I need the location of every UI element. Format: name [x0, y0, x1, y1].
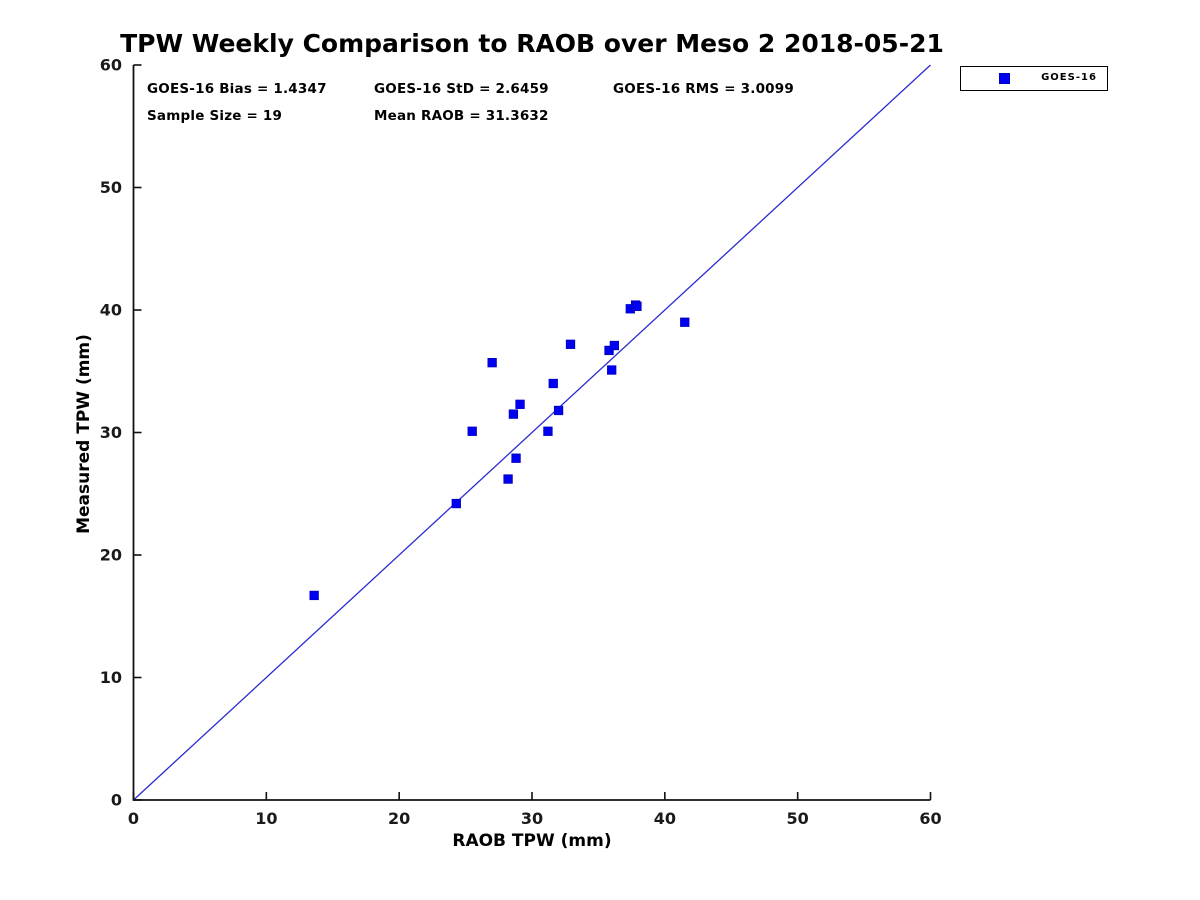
scatter-point: [309, 590, 319, 601]
scatter-point: [467, 426, 477, 436]
stat-rms: GOES-16 RMS = 3.0099: [613, 81, 794, 97]
y-tick-label: 10: [100, 668, 122, 687]
legend: GOES-16: [960, 66, 1108, 91]
y-tick-label: 40: [100, 301, 122, 320]
scatter-point: [515, 399, 525, 409]
stat-std: GOES-16 StD = 2.6459: [374, 81, 549, 97]
y-axis-label: Measured TPW (mm): [74, 334, 94, 534]
stat-mean-raob: Mean RAOB = 31.3632: [374, 108, 549, 124]
scatter-point: [511, 453, 521, 463]
x-tick-label: 20: [388, 809, 410, 828]
x-tick-label: 40: [654, 809, 676, 828]
scatter-point: [543, 426, 553, 436]
scatter-point: [609, 340, 620, 351]
stat-sample-size: Sample Size = 19: [147, 108, 283, 124]
x-tick-label: 10: [255, 809, 277, 828]
scatter-point: [565, 339, 576, 349]
scatter-point: [680, 317, 690, 327]
scatter-point: [553, 405, 564, 416]
y-tick-label: 50: [100, 178, 122, 197]
y-tick-label: 0: [111, 791, 122, 810]
scatter-point: [487, 358, 497, 368]
x-tick-label: 50: [787, 809, 809, 828]
x-tick-label: 60: [919, 809, 941, 828]
x-tick-label: 30: [521, 809, 543, 828]
chart-title: TPW Weekly Comparison to RAOB over Meso …: [120, 29, 944, 58]
scatter-point: [503, 474, 513, 484]
scatter-point: [604, 345, 614, 356]
y-tick-label: 60: [100, 56, 122, 75]
scatter-point: [607, 365, 617, 375]
scatter-point: [548, 378, 558, 389]
legend-label: GOES-16: [1041, 72, 1097, 83]
scatter-point: [632, 301, 642, 311]
y-tick-label: 30: [100, 423, 122, 442]
scatter-point: [451, 498, 461, 509]
stat-bias: GOES-16 Bias = 1.4347: [147, 81, 327, 97]
x-axis-label: RAOB TPW (mm): [452, 831, 612, 851]
legend-square-marker-icon: [999, 73, 1010, 84]
y-tick-label: 20: [100, 546, 122, 565]
identity-line: [133, 64, 931, 801]
x-tick-label: 0: [128, 809, 139, 828]
scatter-point: [508, 409, 519, 419]
